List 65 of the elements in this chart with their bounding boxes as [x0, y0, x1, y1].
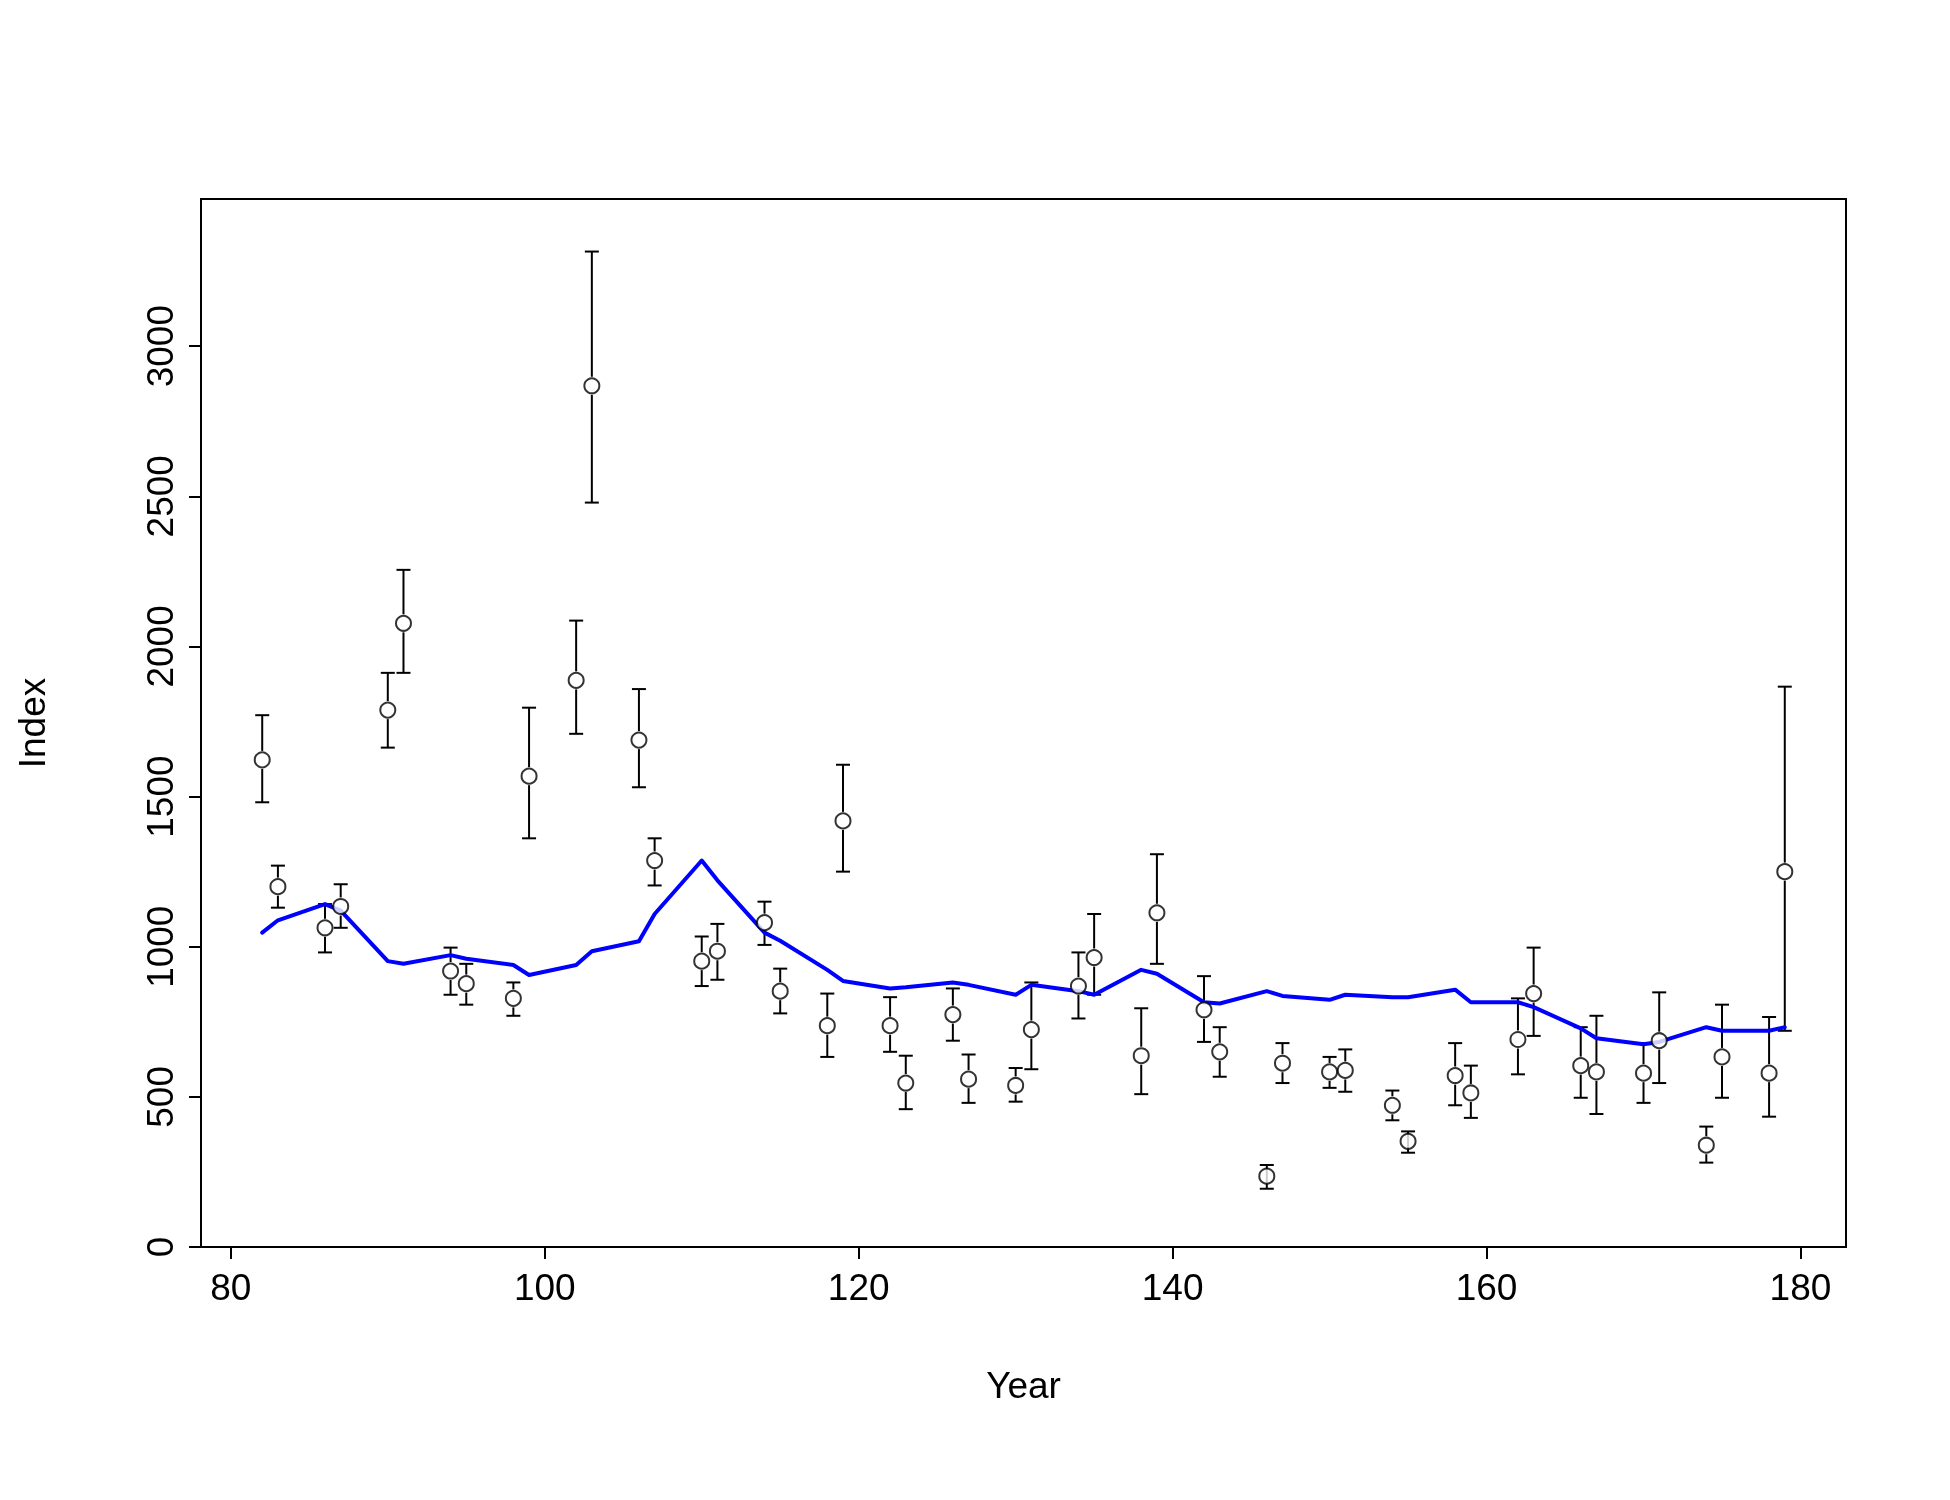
- x-tick-label: 120: [827, 1267, 890, 1308]
- x-tick-label: 80: [210, 1267, 252, 1308]
- point: [693, 952, 711, 970]
- point: [1776, 863, 1794, 881]
- y-tick-label: 3000: [140, 304, 181, 388]
- point: [395, 614, 412, 632]
- x-tick-label: 160: [1455, 1267, 1518, 1308]
- y-tick-label: 1500: [140, 755, 181, 838]
- point: [1587, 1063, 1605, 1081]
- point: [1132, 1047, 1150, 1065]
- point: [1697, 1136, 1715, 1154]
- point: [1148, 904, 1166, 922]
- point: [897, 1074, 915, 1092]
- point: [1650, 1032, 1668, 1050]
- point: [332, 897, 350, 915]
- point: [1321, 1063, 1339, 1081]
- point: [1336, 1061, 1354, 1079]
- point: [1760, 1064, 1778, 1082]
- point: [771, 982, 789, 1000]
- x-tick-label: 180: [1769, 1267, 1832, 1308]
- point: [567, 671, 585, 689]
- point: [520, 767, 538, 785]
- point: [1509, 1031, 1527, 1048]
- y-tick-label: 500: [140, 1065, 181, 1128]
- x-tick-label: 140: [1141, 1267, 1204, 1308]
- point: [442, 962, 460, 980]
- point: [1085, 949, 1103, 967]
- point: [1195, 1001, 1213, 1019]
- point: [583, 377, 601, 395]
- point: [818, 1017, 836, 1035]
- point: [379, 701, 397, 719]
- y-tick-label: 1000: [140, 905, 181, 988]
- point: [1446, 1067, 1464, 1085]
- y-tick-label: 2000: [140, 605, 181, 688]
- x-axis-title: Year: [986, 1365, 1061, 1406]
- y-tick-label: 2500: [140, 455, 181, 538]
- point: [1572, 1057, 1590, 1075]
- point: [1383, 1096, 1401, 1114]
- point: [646, 852, 664, 870]
- point: [756, 914, 774, 932]
- point: [1069, 977, 1087, 995]
- point: [1022, 1021, 1040, 1039]
- point: [630, 731, 648, 749]
- point: [1525, 985, 1543, 1003]
- point: [960, 1070, 978, 1088]
- point: [504, 989, 522, 1007]
- point: [834, 812, 852, 830]
- point: [1274, 1054, 1291, 1072]
- point: [253, 751, 271, 769]
- point: [1713, 1048, 1731, 1066]
- point: [881, 1017, 899, 1035]
- point: [1211, 1043, 1229, 1061]
- point: [1007, 1076, 1025, 1094]
- point: [1462, 1084, 1480, 1102]
- point: [1399, 1132, 1417, 1150]
- point: [457, 975, 475, 993]
- point: [316, 919, 334, 937]
- point: [1258, 1167, 1276, 1185]
- point: [944, 1006, 962, 1024]
- point: [708, 942, 726, 960]
- y-tick-label: 0: [140, 1236, 181, 1258]
- point: [269, 878, 287, 896]
- y-axis-title: Index: [12, 677, 53, 769]
- point: [1635, 1064, 1653, 1082]
- x-tick-label: 100: [513, 1267, 576, 1308]
